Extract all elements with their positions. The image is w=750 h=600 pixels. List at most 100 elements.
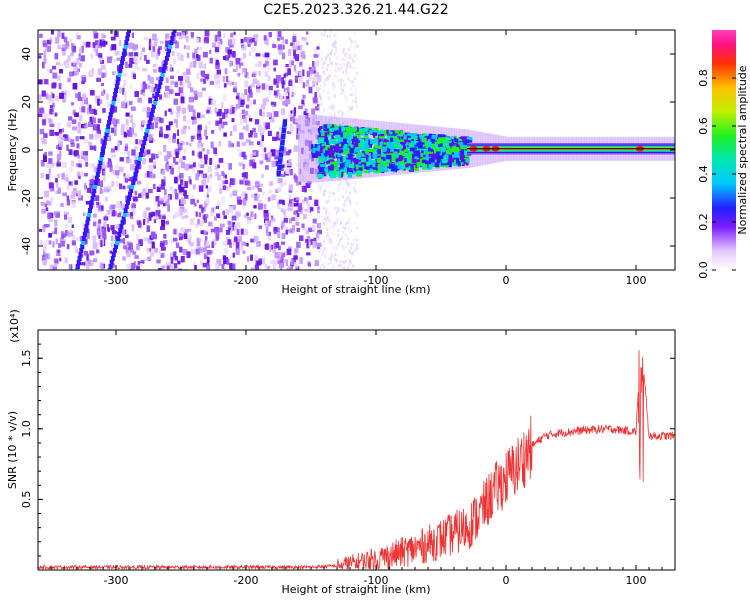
noise-cell [353, 31, 356, 35]
noise-cell [151, 241, 155, 249]
noise-cell [184, 229, 189, 233]
noise-cell [258, 193, 261, 199]
noise-cell [253, 205, 257, 209]
noise-cell [356, 243, 359, 247]
noise-cell [352, 84, 355, 88]
noise-cell [93, 258, 98, 263]
signal-cell [432, 144, 437, 150]
signal-cell [373, 134, 376, 138]
noise-cell [250, 238, 255, 243]
noise-cell [54, 53, 59, 60]
noise-cell [231, 215, 237, 221]
signal-cell [360, 153, 365, 159]
noise-cell [59, 92, 64, 99]
noise-cell [280, 165, 284, 172]
noise-cell [43, 50, 46, 57]
noise-cell [179, 172, 184, 179]
noise-cell [223, 257, 228, 264]
noise-cell [198, 212, 201, 218]
noise-cell [330, 106, 333, 110]
noise-cell [137, 269, 142, 270]
noise-cell [61, 172, 65, 180]
noise-cell [125, 126, 129, 133]
noise-cell [317, 81, 320, 85]
noise-cell [43, 155, 47, 162]
noise-cell [249, 118, 253, 122]
noise-cell [69, 71, 74, 77]
noise-cell [254, 213, 257, 220]
noise-cell [355, 96, 357, 100]
noise-cell [81, 80, 85, 85]
noise-cell [266, 84, 269, 90]
noise-cell [42, 61, 45, 69]
streak-cell [86, 216, 91, 221]
signal-cell [330, 159, 334, 164]
noise-cell [218, 124, 222, 131]
streak-cell [133, 172, 138, 177]
noise-cell [48, 182, 54, 189]
noise-cell [281, 52, 286, 60]
noise-cell [284, 259, 289, 263]
noise-cell [332, 44, 334, 48]
noise-cell [279, 262, 284, 268]
noise-cell [271, 160, 276, 168]
noise-cell [190, 87, 194, 93]
noise-cell [112, 170, 116, 176]
noise-cell [153, 219, 157, 224]
noise-cell [241, 141, 247, 146]
noise-cell [222, 185, 227, 190]
signal-cell [384, 131, 387, 136]
noise-cell [296, 241, 301, 248]
noise-cell [282, 38, 285, 45]
noise-cell [322, 61, 325, 65]
noise-cell [116, 181, 120, 187]
noise-cell [111, 127, 115, 134]
noise-cell [320, 32, 323, 36]
noise-cell [241, 241, 246, 246]
noise-cell [252, 127, 256, 133]
streak-cell [81, 236, 86, 241]
noise-cell [317, 106, 320, 110]
noise-cell [108, 184, 111, 190]
noise-cell [283, 217, 288, 223]
noise-cell [328, 195, 331, 198]
noise-cell [165, 199, 170, 206]
noise-cell [199, 46, 203, 50]
noise-cell [323, 207, 326, 210]
noise-cell [149, 169, 152, 174]
noise-cell [178, 157, 183, 163]
noise-cell [336, 209, 339, 213]
noise-cell [187, 83, 192, 89]
noise-cell [344, 254, 346, 258]
noise-cell [296, 123, 299, 129]
noise-cell [101, 83, 104, 86]
noise-cell [195, 211, 198, 217]
noise-cell [205, 185, 208, 189]
noise-cell [311, 228, 315, 232]
noise-cell [197, 237, 202, 242]
noise-cell [217, 75, 221, 80]
noise-cell [198, 151, 203, 159]
noise-cell [319, 94, 322, 98]
noise-cell [329, 237, 332, 241]
noise-cell [165, 40, 170, 47]
noise-cell [45, 207, 49, 212]
noise-cell [180, 227, 185, 233]
noise-cell [344, 199, 347, 203]
noise-cell [81, 106, 86, 113]
noise-cell [339, 260, 342, 264]
noise-cell [124, 150, 129, 155]
noise-cell [240, 245, 244, 252]
noise-cell [185, 76, 190, 84]
noise-cell [158, 66, 163, 73]
noise-cell [285, 89, 289, 97]
noise-cell [243, 177, 248, 181]
noise-cell [167, 205, 170, 212]
signal-cell [429, 164, 433, 170]
noise-cell [260, 104, 266, 110]
noise-cell [225, 242, 228, 247]
noise-cell [147, 256, 152, 260]
noise-cell [152, 46, 156, 52]
noise-cell [183, 74, 188, 80]
noise-cell [147, 238, 153, 244]
